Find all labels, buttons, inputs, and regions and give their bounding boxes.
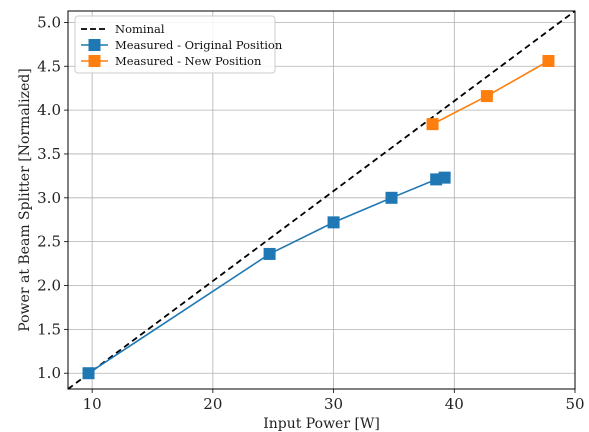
x-tick-label: 30: [324, 395, 343, 413]
data-point: [327, 216, 340, 229]
ticks: 10 20 30 40 50 1.0 1.5 2.0 2.5 3.0 3.5 4.0 4.5 5.0: [37, 13, 584, 413]
series-line: [67, 10, 576, 390]
legend-label: Measured - New Position: [115, 54, 262, 68]
legend-marker: [88, 55, 101, 67]
data-point: [438, 171, 451, 184]
x-tick-label: 40: [445, 395, 464, 413]
series-2: [82, 171, 451, 380]
data-point: [385, 191, 398, 204]
series-1: [67, 10, 576, 390]
x-axis-label: Input Power [W]: [263, 416, 380, 432]
legend-box: [74, 15, 276, 74]
legend: Nominal Measured - Original Position Measu…: [74, 15, 283, 74]
y-tick-label: 1.5: [37, 320, 61, 338]
x-tick-label: 20: [203, 395, 222, 413]
data-point: [542, 54, 555, 67]
series-3: [426, 54, 555, 131]
y-tick-label: 3.5: [37, 145, 61, 163]
legend-item: Measured - Original Position: [81, 38, 283, 52]
x-tick-label: 10: [83, 395, 102, 413]
series-line: [88, 176, 445, 374]
y-tick-label: 4.5: [37, 57, 61, 75]
y-tick-label: 4.0: [37, 101, 61, 119]
y-tick-label: 2.5: [37, 233, 61, 251]
data-point: [480, 90, 493, 103]
data-point: [82, 367, 95, 380]
y-axis-label: Power at Beam Splitter [Normalized]: [17, 68, 33, 331]
x-tick-label: 50: [565, 395, 584, 413]
legend-label: Measured - Original Position: [115, 38, 283, 52]
plot-frame: [67, 10, 576, 390]
y-tick-label: 5.0: [37, 13, 61, 31]
data-point: [426, 118, 439, 131]
legend-item: Measured - New Position: [81, 54, 262, 68]
legend-item: Nominal: [81, 22, 165, 36]
y-tick-label: 2.0: [37, 277, 61, 295]
data-point: [263, 247, 276, 260]
legend-label: Nominal: [115, 22, 165, 36]
series-layer: [67, 10, 576, 390]
y-tick-label: 1.0: [37, 364, 61, 382]
y-tick-label: 3.0: [37, 189, 61, 207]
legend-marker: [88, 39, 101, 51]
